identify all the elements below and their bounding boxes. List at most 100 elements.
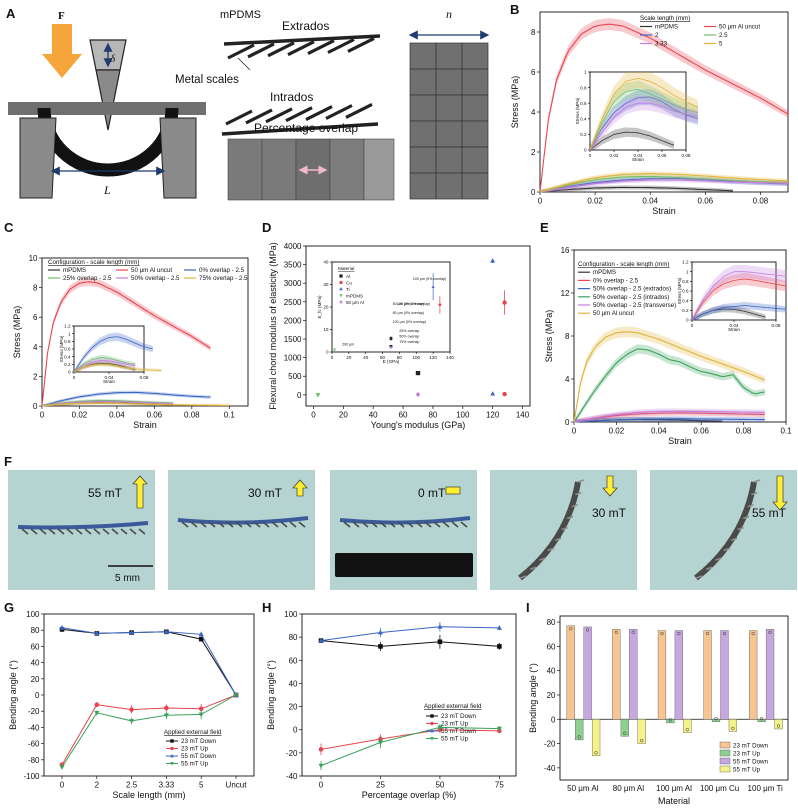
series-line — [539, 179, 789, 193]
x-tick-label: 50 μm Al — [567, 784, 599, 793]
scale-plate — [84, 528, 92, 535]
series-band — [574, 326, 765, 422]
x-tick-label: 120 — [429, 355, 437, 360]
y-tick-label: 30 — [323, 282, 329, 287]
scale-plate — [39, 528, 47, 535]
series-band — [692, 305, 766, 320]
x-axis-label: Material — [658, 796, 690, 806]
legend-title: Applied external field — [424, 703, 482, 710]
y-tick-label: 40 — [323, 260, 329, 265]
plot-frame — [539, 11, 789, 193]
mpdms-layer-bottom — [221, 122, 379, 136]
substrate-plate — [8, 102, 206, 115]
data-point — [378, 644, 383, 649]
bar — [711, 719, 721, 722]
legend-marker — [430, 714, 434, 718]
legend-marker — [170, 762, 174, 766]
legend-swatch — [719, 741, 731, 749]
indenter-tip — [95, 69, 121, 131]
legend-entry: 0% overlap - 2.5 — [199, 267, 245, 274]
field-label: 30 mT — [248, 486, 283, 500]
scale-plate — [138, 528, 146, 535]
legend-entry: 0% overlap - 2.5 — [593, 277, 639, 284]
replicate-point — [660, 631, 664, 636]
magnetization-arrow-icon: ↙ — [341, 559, 352, 574]
data-point — [437, 725, 443, 731]
scale-plate — [561, 526, 568, 531]
scale-plate — [695, 575, 703, 579]
x-axis-label: Young's modulus (GPa) — [371, 420, 465, 430]
x-tick-label: 3.33 — [159, 781, 175, 790]
right-support — [159, 117, 197, 199]
scale-plate — [737, 526, 744, 531]
data-point — [377, 740, 383, 746]
replicate-point — [705, 631, 710, 636]
x-tick-label: 20 — [339, 411, 348, 420]
bar — [583, 626, 592, 720]
y-tick-label: 1000 — [284, 354, 302, 363]
scale-plate — [415, 521, 423, 528]
scale-plate — [57, 528, 65, 535]
x-axis-label: Strain — [668, 436, 692, 446]
scale-tile — [409, 94, 437, 122]
scale-plate — [397, 521, 405, 528]
legend-entry: 50 μm Al uncut — [131, 267, 172, 274]
y-tick-label: 0 — [68, 370, 71, 375]
y-tick-label: 40 — [289, 679, 298, 688]
series-band — [42, 398, 174, 406]
y-tick-label: 1500 — [284, 335, 302, 344]
y-axis-label: Flexural chord modulus of elasticity (MP… — [268, 242, 278, 410]
x-tick-label: 0.1 — [780, 427, 792, 436]
x-tick-label: 100 μm Cu — [700, 784, 739, 793]
data-point — [198, 636, 204, 642]
x-tick-label: 0.06 — [658, 153, 667, 158]
series-line — [539, 186, 733, 193]
legend-entry: mPDMS — [593, 269, 616, 276]
bar — [575, 719, 584, 741]
y-tick-label: 60 — [547, 642, 556, 651]
y-axis-label: Stress (MPa) — [12, 306, 22, 359]
scale-plate — [325, 104, 353, 120]
data-point — [490, 391, 496, 396]
replicate-point — [685, 727, 689, 732]
y-tick-label: 0 — [35, 691, 40, 700]
series-line — [691, 305, 787, 321]
scale-tile — [461, 68, 489, 96]
series-band — [692, 301, 787, 320]
scale-plate — [347, 36, 375, 53]
bar — [591, 719, 601, 756]
data-point — [415, 391, 421, 398]
scale-tile — [409, 42, 437, 70]
x-tick-label: 20 — [346, 355, 352, 360]
x-tick-label: 0 — [589, 153, 592, 158]
scale-plate — [285, 106, 313, 123]
scale-plate — [21, 528, 29, 535]
scale-plate — [442, 521, 450, 528]
x-tick-label: 0.06 — [698, 197, 714, 206]
specimen — [17, 521, 149, 530]
series-line — [61, 627, 237, 696]
scale-plate — [235, 521, 243, 528]
scale-plate — [424, 521, 432, 528]
replicate-point — [677, 631, 681, 636]
y-tick-label: 20 — [323, 305, 329, 310]
y-tick-label: -60 — [28, 740, 40, 749]
inset-bg — [61, 323, 148, 388]
legend-entry: mPDMS — [346, 293, 363, 298]
legend-entry: 55 mT Up — [441, 736, 469, 743]
x-tick-label: 80 — [397, 355, 403, 360]
field-label: 55 mT — [752, 506, 787, 520]
bar — [683, 719, 692, 733]
y-tick-label: 0 — [33, 402, 38, 411]
y-tick-label: 3500 — [284, 261, 302, 270]
x-tick-label: 0.1 — [224, 411, 236, 420]
magnetization-arrow-icon: ← — [446, 559, 457, 574]
inset-bg — [575, 69, 690, 169]
panel-label-f: F — [4, 454, 12, 469]
x-tick-label: 0.04 — [651, 427, 667, 436]
scale-tile — [461, 172, 489, 200]
y-tick-label: 8 — [531, 28, 536, 37]
x-tick-label: 0 — [73, 375, 76, 380]
annotation: 50% overlap — [399, 334, 419, 338]
replicate-point — [594, 751, 598, 755]
